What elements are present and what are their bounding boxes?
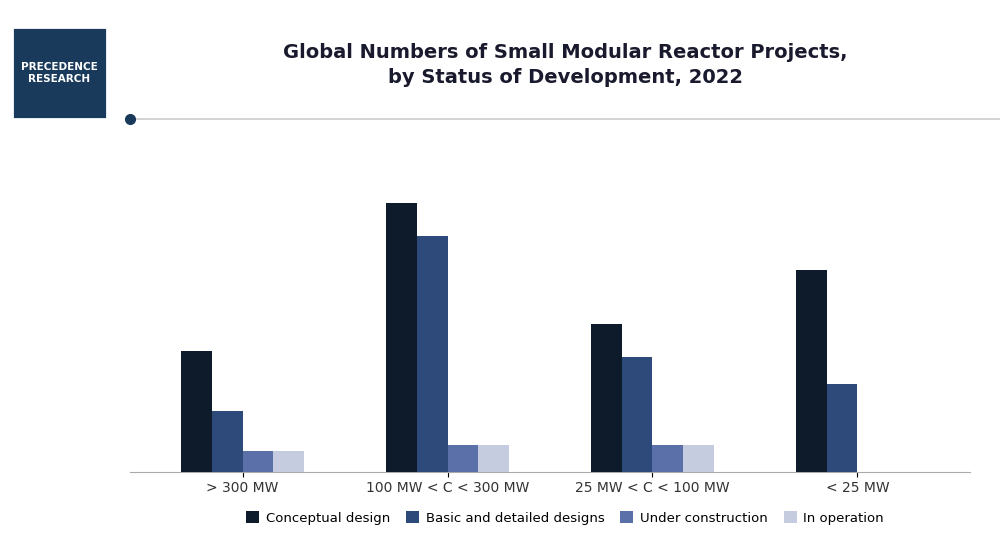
Bar [591,324,622,472]
Legend: Conceptual design, Basic and detailed designs, Under construction, In operation: Conceptual design, Basic and detailed de… [241,506,889,530]
Bar [622,357,652,472]
Bar [796,270,827,472]
Bar [243,451,273,472]
Bar [417,236,448,472]
Bar [448,444,478,472]
Bar [478,444,509,472]
Bar [181,351,212,472]
Bar [386,203,417,472]
Bar [683,444,714,472]
Bar [827,384,857,472]
Text: Global Numbers of Small Modular Reactor Projects,
by Status of Development, 2022: Global Numbers of Small Modular Reactor … [283,43,847,87]
Text: PRECEDENCE
RESEARCH: PRECEDENCE RESEARCH [21,62,98,85]
Bar [212,411,243,472]
Bar [273,451,304,472]
Bar [652,444,683,472]
